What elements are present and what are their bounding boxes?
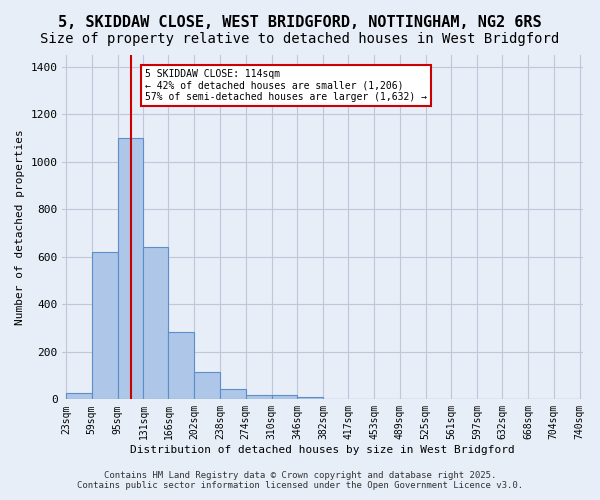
Bar	[92, 252, 118, 400]
Bar	[194, 372, 220, 400]
Y-axis label: Number of detached properties: Number of detached properties	[15, 130, 25, 325]
Bar	[118, 138, 143, 400]
Bar	[272, 394, 298, 400]
Text: Size of property relative to detached houses in West Bridgford: Size of property relative to detached ho…	[40, 32, 560, 46]
Bar	[298, 397, 323, 400]
Text: Contains HM Land Registry data © Crown copyright and database right 2025.
Contai: Contains HM Land Registry data © Crown c…	[77, 470, 523, 490]
Bar	[169, 332, 194, 400]
Bar	[66, 394, 92, 400]
Bar	[143, 248, 169, 400]
Text: 5 SKIDDAW CLOSE: 114sqm
← 42% of detached houses are smaller (1,206)
57% of semi: 5 SKIDDAW CLOSE: 114sqm ← 42% of detache…	[145, 69, 427, 102]
Bar	[246, 394, 272, 400]
Text: 5, SKIDDAW CLOSE, WEST BRIDGFORD, NOTTINGHAM, NG2 6RS: 5, SKIDDAW CLOSE, WEST BRIDGFORD, NOTTIN…	[58, 15, 542, 30]
Bar	[220, 388, 246, 400]
X-axis label: Distribution of detached houses by size in West Bridgford: Distribution of detached houses by size …	[130, 445, 515, 455]
